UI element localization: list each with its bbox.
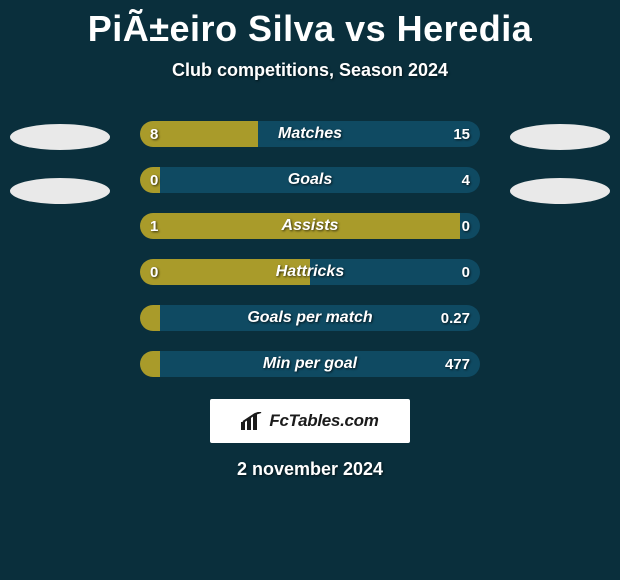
player-left-avatar-top xyxy=(10,124,110,150)
page-subtitle: Club competitions, Season 2024 xyxy=(0,60,620,81)
bar-row: 10Assists xyxy=(140,213,480,239)
bar-row: 04Goals xyxy=(140,167,480,193)
player-left-avatar-bottom xyxy=(10,178,110,204)
bar-row: 477Min per goal xyxy=(140,351,480,377)
bar-row: 0.27Goals per match xyxy=(140,305,480,331)
brand-text: FcTables.com xyxy=(269,411,378,431)
bar-metric-label: Goals per match xyxy=(140,305,480,331)
bar-row: 00Hattricks xyxy=(140,259,480,285)
bar-metric-label: Min per goal xyxy=(140,351,480,377)
bar-metric-label: Assists xyxy=(140,213,480,239)
bar-metric-label: Hattricks xyxy=(140,259,480,285)
page-title: PiÃ±eiro Silva vs Heredia xyxy=(0,0,620,50)
player-right-avatar-top xyxy=(510,124,610,150)
comparison-bars: 815Matches 04Goals 10Assists 00Hattricks 0.2… xyxy=(140,121,480,377)
bar-metric-label: Goals xyxy=(140,167,480,193)
bar-metric-label: Matches xyxy=(140,121,480,147)
fctables-icon xyxy=(241,412,263,430)
player-right-avatar-bottom xyxy=(510,178,610,204)
bar-row: 815Matches xyxy=(140,121,480,147)
snapshot-date: 2 november 2024 xyxy=(0,459,620,480)
brand-box: FcTables.com xyxy=(210,399,410,443)
